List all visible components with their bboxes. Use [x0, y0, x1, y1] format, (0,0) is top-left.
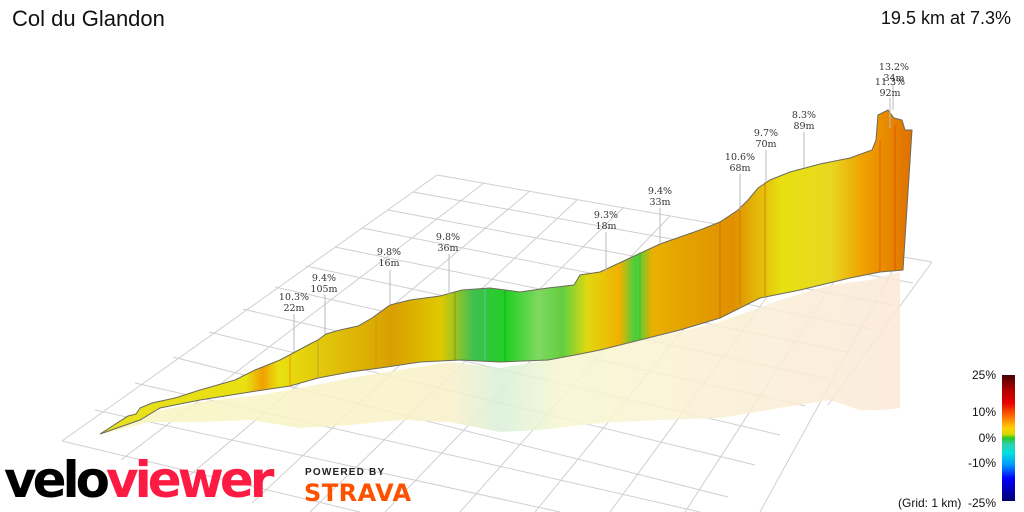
grid-scale-note: (Grid: 1 km) [898, 496, 962, 510]
annotation-9-length: 89m [793, 121, 814, 132]
annotation-11-grade: 13.2% [879, 62, 909, 73]
logo-velo-text: velo [4, 451, 110, 509]
gradient-color-scale [1002, 375, 1015, 501]
profile-wall [99, 109, 913, 435]
annotation-6-length: 33m [649, 197, 670, 208]
annotation-4-length: 36m [437, 243, 458, 254]
annotation-7-length: 68m [729, 163, 750, 174]
annotation-10-grade: 11.3% [875, 77, 905, 88]
annotation-2-grade: 9.4% [312, 273, 336, 284]
annotation-7-grade: 10.6% [725, 152, 755, 163]
powered-by-label: POWERED BY [305, 467, 386, 478]
logo-viewer-text: viewer [106, 451, 274, 509]
annotation-8-grade: 9.7% [754, 128, 778, 139]
legend-tick-25: 25% [971, 368, 996, 382]
annotation-3-length: 16m [378, 258, 399, 269]
annotation-1-grade: 10.3% [279, 292, 309, 303]
legend-tick-minus25: -25% [967, 496, 996, 510]
annotation-11-length: 34m [883, 73, 904, 84]
strava-logo[interactable]: STRAVA [304, 479, 412, 507]
profile-reflection [100, 272, 900, 434]
gradient-annotations [293, 84, 894, 352]
annotation-10-length: 92m [879, 88, 900, 99]
climb-summary: 19.5 km at 7.3% [880, 8, 1011, 28]
legend-tick-10: 10% [971, 405, 996, 419]
annotation-5-grade: 9.3% [594, 210, 618, 221]
annotation-2-length: 105m [310, 284, 337, 295]
annotation-3-grade: 9.8% [377, 247, 401, 258]
annotation-9-grade: 8.3% [792, 110, 816, 121]
gradient-stripes [289, 125, 896, 386]
page-title: Col du Glandon [12, 6, 165, 31]
annotation-4-grade: 9.8% [436, 232, 460, 243]
annotation-1-length: 22m [283, 303, 304, 314]
legend-tick-0: 0% [978, 431, 996, 445]
legend-tick-minus10: -10% [967, 456, 996, 470]
veloviewer-logo[interactable]: veloviewer [4, 451, 274, 509]
annotation-5-length: 18m [595, 221, 616, 232]
annotation-labels: 10.3% 22m 9.4% 105m 9.8% 16m 9.8% 36m 9.… [279, 62, 909, 314]
annotation-8-length: 70m [755, 139, 776, 150]
annotation-6-grade: 9.4% [648, 186, 672, 197]
